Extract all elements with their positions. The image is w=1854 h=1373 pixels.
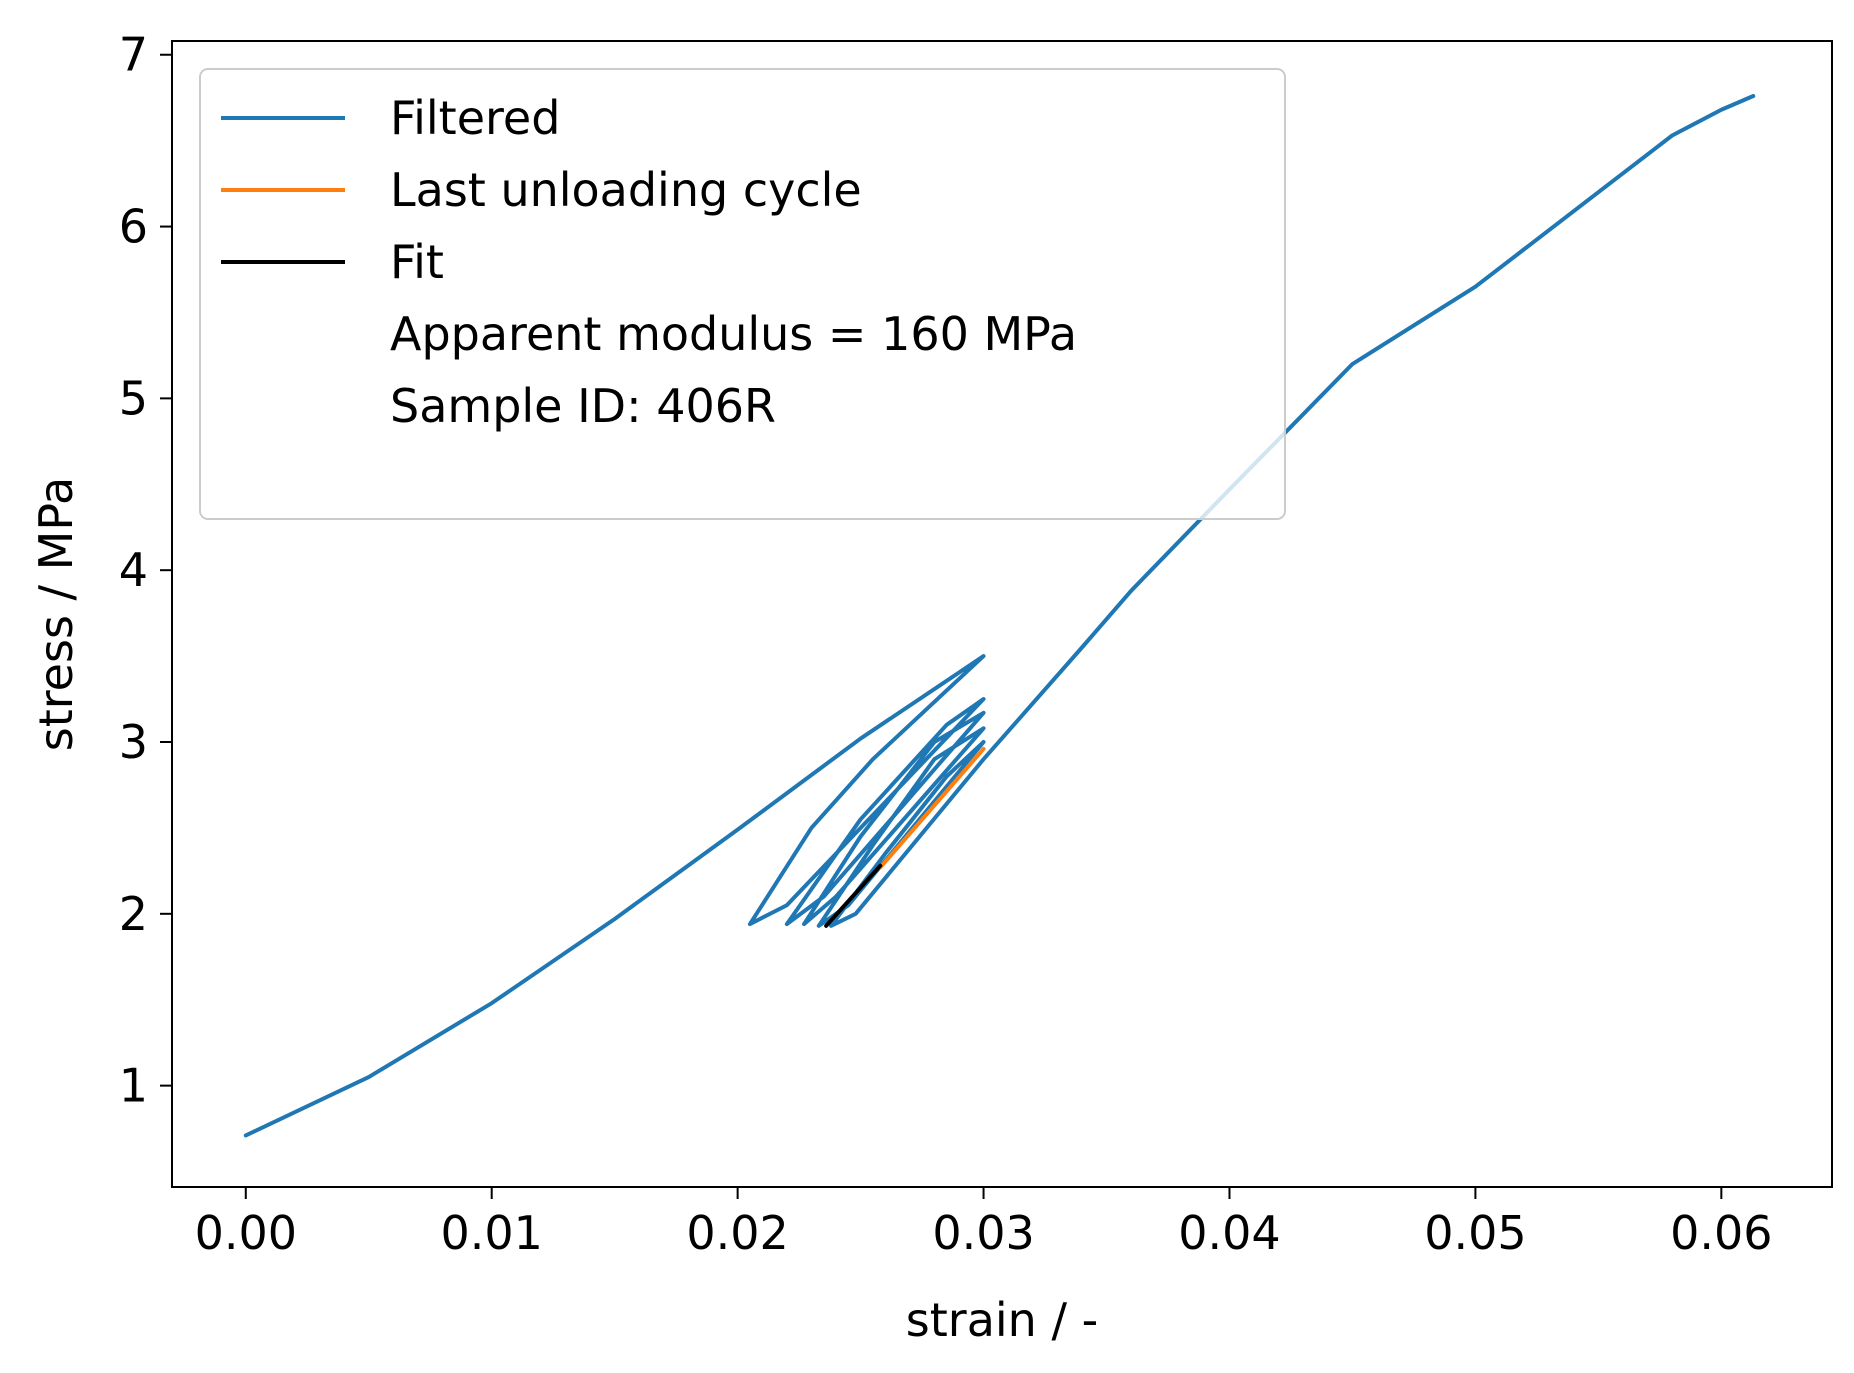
x-axis: 0.00 0.01 0.02 0.03 0.04 0.05 0.06 xyxy=(195,1187,1773,1260)
x-tick-label: 0.00 xyxy=(195,1206,297,1260)
legend-label: Apparent modulus = 160 MPa xyxy=(390,307,1077,361)
legend-label: Fit xyxy=(390,235,444,289)
y-tick-label: 5 xyxy=(119,371,148,425)
series-line-filtered xyxy=(243,93,1756,1138)
y-tick-label: 7 xyxy=(119,28,148,82)
plot-frame xyxy=(171,40,1833,1188)
y-tick-label: 1 xyxy=(119,1059,148,1113)
x-tick-label: 0.01 xyxy=(440,1206,542,1260)
x-tick-label: 0.05 xyxy=(1424,1206,1526,1260)
plot-area xyxy=(243,93,1756,1138)
y-tick-label: 3 xyxy=(119,715,148,769)
y-axis-label: stress / MPa xyxy=(29,477,83,751)
x-tick-label: 0.06 xyxy=(1670,1206,1772,1260)
y-tick-label: 6 xyxy=(119,200,148,254)
y-axis: 1 2 3 4 5 6 7 xyxy=(119,28,172,1113)
x-tick-label: 0.04 xyxy=(1178,1206,1280,1260)
y-tick-label: 4 xyxy=(119,543,148,597)
y-tick-label: 2 xyxy=(119,887,148,941)
legend-label: Last unloading cycle xyxy=(390,163,862,217)
x-tick-label: 0.02 xyxy=(686,1206,788,1260)
series-line-fit xyxy=(824,863,883,928)
legend-label: Filtered xyxy=(390,91,560,145)
legend-box xyxy=(199,68,1286,520)
series-line-last-unloading-cycle xyxy=(878,746,986,870)
legend: Filtered Last unloading cycle Fit Apparent … xyxy=(199,68,1286,520)
legend-label: Sample ID: 406R xyxy=(390,379,776,433)
x-axis-label: strain / - xyxy=(906,1293,1098,1347)
series-layer xyxy=(243,93,1756,1138)
x-tick-label: 0.03 xyxy=(932,1206,1034,1260)
